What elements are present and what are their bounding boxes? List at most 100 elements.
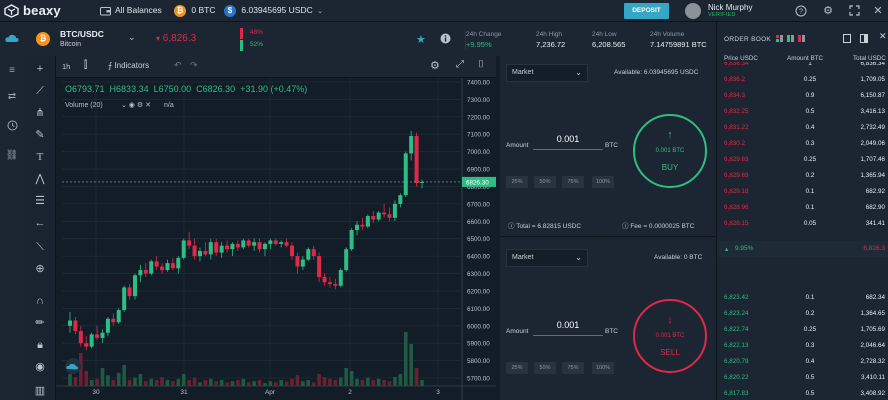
order-book-row[interactable]: 6,828.96 0.1 682.90 bbox=[717, 200, 888, 216]
candle-body[interactable] bbox=[371, 216, 376, 220]
candle-body[interactable] bbox=[382, 212, 387, 215]
candle-body[interactable] bbox=[187, 240, 192, 246]
deposit-button[interactable]: DEPOSIT bbox=[624, 3, 669, 19]
candle-body[interactable] bbox=[284, 242, 289, 246]
candle-body[interactable] bbox=[252, 242, 257, 246]
candle-body[interactable] bbox=[360, 224, 365, 227]
candle-body[interactable] bbox=[295, 256, 300, 267]
interval-button[interactable]: 1h bbox=[62, 62, 71, 71]
candle-body[interactable] bbox=[225, 245, 230, 250]
candle-body[interactable] bbox=[214, 242, 219, 253]
sell-button[interactable]: ↓ 0.001 BTC SELL bbox=[633, 299, 707, 373]
chart-fullscreen-icon[interactable]: ⤢ bbox=[456, 59, 464, 70]
fullscreen-icon[interactable] bbox=[848, 5, 860, 17]
order-book-row[interactable]: 6,829.69 0.2 1,365.94 bbox=[717, 168, 888, 184]
zoom-in-icon[interactable]: ⊕ bbox=[35, 263, 45, 275]
candle-body[interactable] bbox=[203, 250, 208, 255]
price-chart[interactable]: 7400.00 7300.00 7200.00 7100.00 7000.00 6900.… bbox=[56, 56, 496, 400]
buy-25pct-button[interactable]: 25% bbox=[506, 176, 528, 188]
screenshot-camera-icon[interactable]: ⌷ bbox=[478, 59, 484, 70]
sell-amount-input[interactable]: 0.001 bbox=[533, 320, 603, 336]
candle-body[interactable] bbox=[279, 242, 284, 244]
link-icon[interactable]: ⛓ bbox=[5, 150, 19, 161]
candle-body[interactable] bbox=[165, 263, 170, 271]
pair-symbol[interactable]: BTC/USDC bbox=[60, 29, 104, 39]
candle-body[interactable] bbox=[311, 249, 316, 257]
buy-button[interactable]: ↑ 0.001 BTC BUY bbox=[633, 114, 707, 188]
fib-icon[interactable]: ☰ bbox=[35, 195, 45, 207]
view-bids-icon[interactable] bbox=[787, 35, 794, 42]
candle-body[interactable] bbox=[143, 270, 148, 274]
candle-body[interactable] bbox=[376, 212, 381, 220]
sell-75pct-button[interactable]: 75% bbox=[562, 362, 584, 374]
candle-body[interactable] bbox=[338, 270, 343, 286]
candle-body[interactable] bbox=[105, 318, 110, 333]
layout-split-icon[interactable] bbox=[860, 34, 868, 43]
order-book-row[interactable]: 6,820.79 0.4 2,728.32 bbox=[717, 354, 888, 370]
candle-body[interactable] bbox=[392, 203, 397, 218]
user-name[interactable]: Nick Murphy bbox=[708, 3, 753, 12]
candle-body[interactable] bbox=[387, 214, 392, 218]
candle-body[interactable] bbox=[268, 240, 273, 244]
gear-icon[interactable]: ⚙ bbox=[823, 5, 833, 17]
trash-icon[interactable]: ▥ bbox=[34, 385, 46, 397]
candle-body[interactable] bbox=[349, 230, 354, 250]
candle-body[interactable] bbox=[160, 266, 165, 271]
order-book-row[interactable]: 6,831.22 0.4 2,732.49 bbox=[717, 120, 888, 136]
order-book-row[interactable]: 6,832.25 0.5 3,416.13 bbox=[717, 104, 888, 120]
magnet-icon[interactable]: ∩ bbox=[36, 295, 44, 307]
pattern-icon[interactable]: ⋀ bbox=[35, 173, 45, 185]
lock-drawings-icon[interactable]: ✏ bbox=[35, 317, 45, 329]
candle-body[interactable] bbox=[78, 330, 83, 344]
lock-icon[interactable]: 🔒︎ bbox=[37, 339, 43, 351]
undo-icon[interactable]: ↶ bbox=[174, 60, 182, 70]
order-book-row[interactable]: 6,828.15 0.05 341.41 bbox=[717, 216, 888, 232]
candlestick-chart[interactable]: 7400.00 7300.00 7200.00 7100.00 7000.00 6900.… bbox=[56, 56, 496, 400]
candle-body[interactable] bbox=[181, 240, 186, 258]
candle-body[interactable] bbox=[355, 224, 360, 230]
brush-icon[interactable]: ✎ bbox=[35, 129, 45, 141]
btc-balance[interactable]: ₿ 0 BTC bbox=[174, 5, 215, 17]
crosshair-icon[interactable]: + bbox=[36, 63, 44, 75]
candle-type-icon[interactable]: ⫿ bbox=[84, 60, 88, 71]
candle-body[interactable] bbox=[154, 261, 159, 267]
help-icon[interactable]: ? bbox=[795, 5, 807, 17]
buy-100pct-button[interactable]: 100% bbox=[592, 176, 614, 188]
usdc-balance[interactable]: $ 6.03945695 USDC ⌄ bbox=[224, 5, 323, 17]
candle-body[interactable] bbox=[344, 249, 349, 271]
candle-body[interactable] bbox=[246, 240, 251, 246]
candle-body[interactable] bbox=[409, 135, 414, 154]
candle-body[interactable] bbox=[116, 310, 121, 323]
candle-body[interactable] bbox=[89, 334, 94, 347]
candle-body[interactable] bbox=[230, 243, 235, 250]
candle-body[interactable] bbox=[176, 257, 181, 269]
pair-selector-chevron-icon[interactable]: ⌄ bbox=[128, 32, 136, 42]
candle-body[interactable] bbox=[262, 243, 267, 250]
order-book-row[interactable]: 6,820.22 0.5 3,410.11 bbox=[717, 370, 888, 386]
orders-list-icon[interactable]: ≡ bbox=[9, 65, 15, 76]
candle-body[interactable] bbox=[208, 242, 213, 255]
candle-body[interactable] bbox=[219, 245, 224, 253]
buy-amount-input[interactable]: 0.001 bbox=[533, 134, 603, 150]
sell-25pct-button[interactable]: 25% bbox=[506, 362, 528, 374]
candle-body[interactable] bbox=[84, 343, 89, 347]
candle-body[interactable] bbox=[403, 153, 408, 196]
transfer-icon[interactable]: ⇄ bbox=[7, 91, 17, 102]
candle-body[interactable] bbox=[322, 277, 327, 283]
ruler-icon[interactable]: ⟍ bbox=[36, 241, 44, 253]
order-book-row[interactable]: 6,817.83 0.5 3,408.92 bbox=[717, 386, 888, 400]
order-book-row[interactable]: 6,829.18 0.1 682.92 bbox=[717, 184, 888, 200]
order-book-row[interactable]: 6,822.74 0.25 1,705.69 bbox=[717, 322, 888, 338]
info-icon[interactable] bbox=[440, 33, 451, 46]
order-book-row[interactable]: 6,836.34 1 6,836.34 bbox=[717, 62, 888, 72]
history-clock-icon[interactable] bbox=[0, 120, 24, 134]
candle-body[interactable] bbox=[273, 240, 278, 244]
order-book-row[interactable]: 6,830.2 0.3 2,049.06 bbox=[717, 136, 888, 152]
indicators-button[interactable]: ⨍ Indicators bbox=[108, 61, 149, 70]
candle-body[interactable] bbox=[127, 287, 132, 297]
candle-body[interactable] bbox=[306, 249, 311, 260]
arrow-left-icon[interactable]: ← bbox=[34, 217, 46, 229]
candle-body[interactable] bbox=[132, 275, 137, 297]
sell-100pct-button[interactable]: 100% bbox=[592, 362, 614, 374]
candle-body[interactable] bbox=[235, 243, 240, 248]
